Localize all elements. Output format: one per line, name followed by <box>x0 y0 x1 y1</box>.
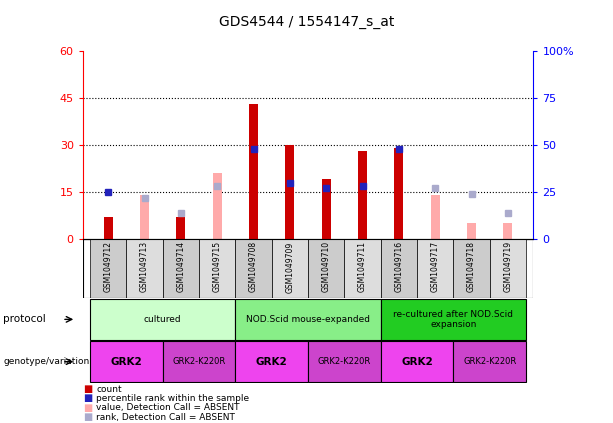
Text: protocol: protocol <box>3 314 46 324</box>
Bar <box>345 239 381 298</box>
Bar <box>322 179 331 239</box>
Bar <box>308 341 381 382</box>
Text: count: count <box>96 385 122 394</box>
Bar <box>90 299 235 340</box>
Text: genotype/variation: genotype/variation <box>3 357 89 366</box>
Text: GRK2-K220R: GRK2-K220R <box>463 357 516 366</box>
Text: GSM1049708: GSM1049708 <box>249 242 258 292</box>
Text: GDS4544 / 1554147_s_at: GDS4544 / 1554147_s_at <box>219 15 394 29</box>
Bar <box>358 151 367 239</box>
Bar <box>417 239 454 298</box>
Text: value, Detection Call = ABSENT: value, Detection Call = ABSENT <box>96 403 240 412</box>
Bar <box>177 217 185 239</box>
Bar <box>431 195 440 239</box>
Bar <box>394 148 403 239</box>
Text: percentile rank within the sample: percentile rank within the sample <box>96 394 249 403</box>
Text: ■: ■ <box>83 384 92 394</box>
Text: GSM1049716: GSM1049716 <box>394 242 403 292</box>
Text: NOD.Scid mouse-expanded: NOD.Scid mouse-expanded <box>246 315 370 324</box>
Bar <box>126 239 162 298</box>
Text: GSM1049711: GSM1049711 <box>358 242 367 292</box>
Text: ■: ■ <box>83 403 92 413</box>
Text: GRK2-K220R: GRK2-K220R <box>172 357 226 366</box>
Bar <box>140 195 149 239</box>
Text: GRK2: GRK2 <box>256 357 287 367</box>
Text: GRK2: GRK2 <box>401 357 433 367</box>
Bar <box>199 239 235 298</box>
Bar <box>235 299 381 340</box>
Text: ■: ■ <box>83 393 92 404</box>
Bar <box>90 341 162 382</box>
Bar <box>213 173 222 239</box>
Bar <box>381 341 454 382</box>
Bar <box>308 239 345 298</box>
Bar <box>104 217 113 239</box>
Text: GRK2-K220R: GRK2-K220R <box>318 357 371 366</box>
Bar <box>162 239 199 298</box>
Text: GSM1049718: GSM1049718 <box>467 242 476 292</box>
Text: GSM1049710: GSM1049710 <box>322 242 330 292</box>
Text: GSM1049713: GSM1049713 <box>140 242 149 292</box>
Bar <box>90 239 126 298</box>
Bar <box>490 239 526 298</box>
Text: GRK2: GRK2 <box>110 357 142 367</box>
Bar <box>381 239 417 298</box>
Bar <box>249 104 258 239</box>
Text: GSM1049712: GSM1049712 <box>104 242 113 292</box>
Bar <box>235 239 272 298</box>
Bar <box>503 223 512 239</box>
Text: ■: ■ <box>83 412 92 422</box>
Text: re-cultured after NOD.Scid
expansion: re-cultured after NOD.Scid expansion <box>394 310 513 329</box>
Bar <box>454 341 526 382</box>
Bar <box>454 239 490 298</box>
Bar <box>467 223 476 239</box>
Text: rank, Detection Call = ABSENT: rank, Detection Call = ABSENT <box>96 412 235 422</box>
Bar <box>162 341 235 382</box>
Bar <box>285 145 294 239</box>
Bar <box>272 239 308 298</box>
Bar <box>381 299 526 340</box>
Text: GSM1049715: GSM1049715 <box>213 242 222 292</box>
Bar <box>235 341 308 382</box>
Text: GSM1049709: GSM1049709 <box>286 242 294 293</box>
Text: GSM1049719: GSM1049719 <box>503 242 512 292</box>
Text: cultured: cultured <box>144 315 181 324</box>
Text: GSM1049717: GSM1049717 <box>431 242 440 292</box>
Text: GSM1049714: GSM1049714 <box>177 242 185 292</box>
